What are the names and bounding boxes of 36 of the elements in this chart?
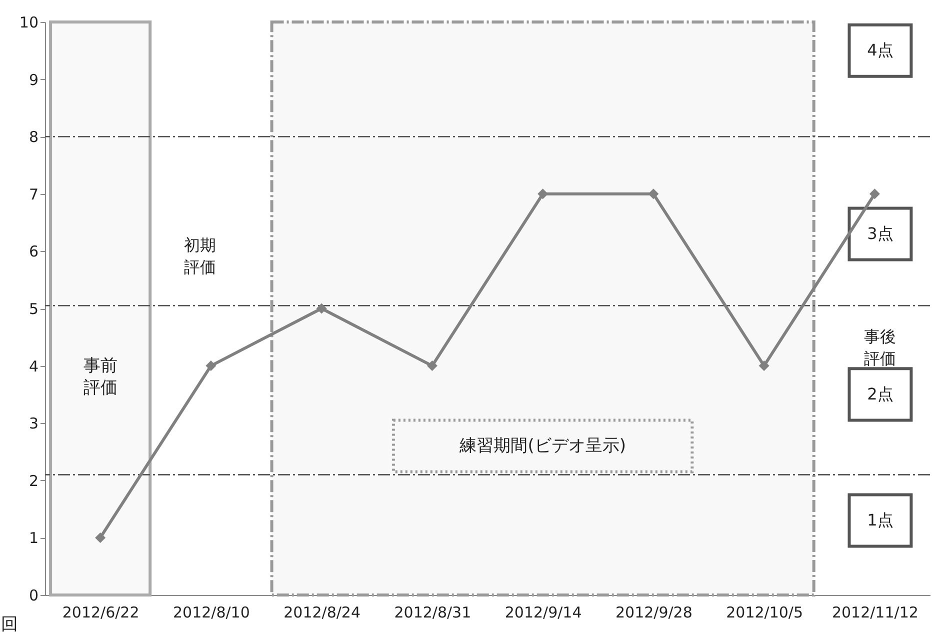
y-tick-label: 4 xyxy=(28,357,38,376)
x-tick-label: 2012/8/10 xyxy=(172,604,250,622)
y-tick-label: 8 xyxy=(28,128,38,146)
point xyxy=(869,188,880,200)
x-tick-label: 2012/6/22 xyxy=(62,604,140,622)
x-tick-label: 2012/11/12 xyxy=(832,604,918,622)
point xyxy=(426,360,438,372)
band-label: 練習期間(ビデオ呈示) xyxy=(458,436,626,456)
point xyxy=(316,303,327,314)
y-tick-label: 1 xyxy=(28,529,38,548)
point xyxy=(538,188,548,200)
x-tick-label: 2012/9/28 xyxy=(615,604,692,622)
annotation: 2点 xyxy=(867,384,894,404)
point xyxy=(648,188,659,200)
y-tick-label: 3 xyxy=(28,414,38,433)
point xyxy=(206,360,216,372)
annotation: 3点 xyxy=(867,224,894,244)
y-tick-label: 7 xyxy=(28,185,38,204)
annotation: 1点 xyxy=(867,510,894,530)
band-label: 事前評価 xyxy=(83,356,118,398)
annotation: 4点 xyxy=(867,40,894,60)
x-tick-label: 2012/10/5 xyxy=(726,604,804,622)
point xyxy=(758,360,770,372)
y-tick-label: 9 xyxy=(28,70,38,89)
x-tick-label: 2012/8/24 xyxy=(284,604,361,622)
y-tick-label: 0 xyxy=(28,586,38,604)
y-axis-title: 回 xyxy=(1,614,18,634)
annotation: 事後評価 xyxy=(864,327,896,368)
x-tick-label: 2012/9/14 xyxy=(504,604,582,622)
y-tick-label: 6 xyxy=(28,242,38,261)
point xyxy=(95,532,106,543)
x-tick-label: 2012/8/31 xyxy=(394,604,472,622)
y-tick-label: 10 xyxy=(19,14,38,32)
y-tick-label: 5 xyxy=(28,300,38,318)
y-tick-label: 2 xyxy=(28,472,38,490)
annotation: 初期評価 xyxy=(184,235,216,276)
